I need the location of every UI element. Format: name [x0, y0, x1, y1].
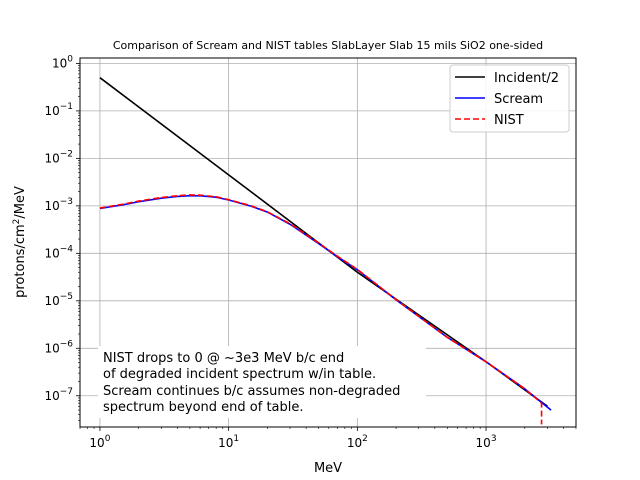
- series-layer: [99, 77, 552, 425]
- x-axis-label: MeV: [314, 461, 342, 476]
- legend-label: Incident/2: [494, 71, 559, 86]
- x-tick-label: 103: [476, 434, 497, 450]
- y-axis-label-tail: /MeV: [13, 186, 28, 219]
- chart-title: Comparison of Scream and NIST tables Sla…: [113, 39, 543, 52]
- plot-frame: [79, 57, 577, 428]
- y-tick-label: 10−1: [44, 102, 73, 118]
- legend-label: Scream: [494, 92, 543, 107]
- y-axis: 100 10−1 10−2 10−3 10−4 10−5 10−6 10−7: [44, 54, 80, 421]
- series-line-nist: [99, 194, 543, 425]
- y-axis-label-main: protons/cm: [13, 224, 28, 298]
- legend: Incident/2 Scream NIST: [449, 64, 570, 133]
- y-tick-label: 10−6: [44, 339, 73, 355]
- annotation-box: NIST drops to 0 @ ~3e3 MeV b/c end of de…: [98, 346, 426, 418]
- y-tick-label: 10−2: [44, 149, 73, 165]
- legend-label: NIST: [494, 113, 524, 128]
- annotation-line-1: NIST drops to 0 @ ~3e3 MeV b/c end: [103, 351, 344, 366]
- x-tick-label: 101: [218, 434, 239, 450]
- annotation-line-4: spectrum beyond end of table.: [103, 400, 304, 415]
- y-tick-label: 10−4: [44, 244, 73, 260]
- legend-frame: [449, 64, 570, 133]
- y-axis-label: protons/cm2/MeV: [12, 186, 28, 298]
- x-tick-label: 102: [347, 434, 368, 450]
- y-tick-label: 10−3: [44, 197, 73, 213]
- y-tick-label: 10−5: [44, 292, 73, 308]
- y-tick-label: 10−7: [44, 387, 73, 403]
- annotation-line-2: of degraded incident spectrum w/in table…: [103, 367, 376, 382]
- x-tick-label: 100: [89, 434, 110, 450]
- annotation-line-3: Scream continues b/c assumes non-degrade…: [103, 384, 400, 399]
- x-axis: 100 101 102 103: [79, 427, 577, 450]
- y-tick-label: 100: [52, 54, 73, 70]
- y-axis-label-sup: 2: [12, 219, 22, 225]
